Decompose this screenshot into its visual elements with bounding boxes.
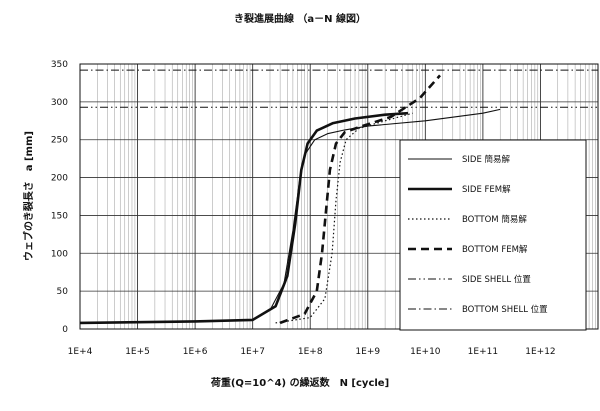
legend-label: BOTTOM FEM解: [462, 244, 528, 255]
minor-gridlines: [97, 64, 596, 329]
y-tick-label: 350: [51, 60, 68, 70]
y-tick-label: 250: [51, 136, 68, 146]
y-axis-label: ウェブのき裂長さ a [mm]: [22, 131, 35, 261]
series-layer: [79, 69, 598, 325]
x-tick-label: 1E+8: [298, 347, 323, 357]
legend-label: SIDE SHELL 位置: [462, 274, 531, 285]
plot-frame: [79, 63, 599, 330]
x-tick-label: 1E+11: [468, 347, 498, 357]
x-tick-label: 1E+12: [525, 347, 555, 357]
x-tick-label: 1E+4: [68, 347, 93, 357]
legend-items: SIDE 簡易解 SIDE FEM解 BOTTOM 簡易解 BOTTOM FEM解 SI…: [408, 154, 548, 315]
series-line-2: [79, 111, 409, 325]
chart-title: き裂進展曲線 （a－N 線図）: [234, 12, 366, 25]
x-tick-label: 1E+5: [125, 347, 150, 357]
x-tick-label: 1E+6: [183, 347, 208, 357]
x-tick-label: 1E+10: [410, 347, 441, 357]
legend-label: SIDE 簡易解: [462, 154, 511, 165]
y-tick-label: 300: [51, 98, 68, 108]
y-tick-label: 0: [62, 325, 68, 335]
legend-label: BOTTOM SHELL 位置: [462, 304, 548, 315]
legend: SIDE 簡易解 SIDE FEM解 BOTTOM 簡易解 BOTTOM FEM解 SI…: [399, 139, 587, 331]
x-tick-label: 1E+9: [355, 347, 380, 357]
y-tick-labels: 0 50 100 150 200 250 300 350: [51, 60, 68, 335]
legend-label: SIDE FEM解: [462, 184, 511, 195]
series-line-3: [275, 112, 413, 324]
x-tick-label: 1E+7: [240, 347, 265, 357]
x-tick-labels: 1E+4 1E+5 1E+6 1E+7 1E+8 1E+9 1E+10 1E+11 1E+12: [68, 347, 556, 357]
legend-label: BOTTOM 簡易解: [462, 214, 527, 225]
y-tick-label: 100: [51, 249, 68, 259]
y-tick-label: 150: [51, 211, 68, 221]
y-tick-label: 200: [51, 174, 68, 184]
x-axis-label: 荷重(Q=10^4) の繰返数 N [cycle]: [210, 376, 389, 389]
y-tick-label: 50: [57, 287, 69, 297]
legend-box: [399, 139, 587, 331]
series-line-4: [279, 74, 441, 325]
